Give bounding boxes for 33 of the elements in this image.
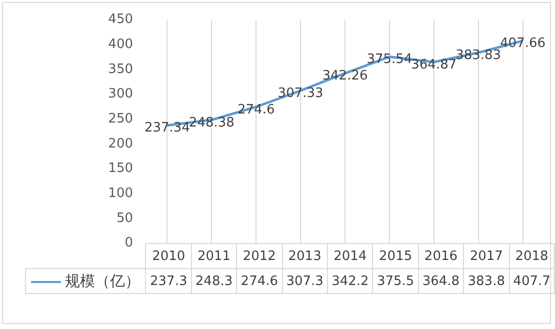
y-tick-label: 50 — [116, 210, 133, 226]
y-tick-label: 350 — [108, 62, 133, 77]
x-tick-label: 2014 — [328, 244, 373, 269]
y-tick-label: 0 — [124, 236, 133, 251]
x-tick-label: 2015 — [372, 244, 418, 269]
y-tick-label: 400 — [108, 36, 133, 52]
x-tick-label: 2012 — [236, 244, 282, 269]
text: 407.7 — [509, 268, 554, 294]
data-label: 364.87 — [411, 57, 457, 72]
x-tick-label: 2016 — [418, 244, 464, 269]
text: 274.6 — [236, 268, 282, 294]
x-tick-label: 2017 — [464, 244, 510, 269]
y-tick-label: 100 — [108, 186, 133, 201]
data-label: 237.34 — [144, 120, 190, 136]
data-label: 248.38 — [188, 115, 234, 130]
text: 342.2 — [328, 268, 373, 294]
y-tick-label: 450 — [108, 12, 133, 28]
y-tick-label: 150 — [108, 161, 133, 176]
y-tick-label: 250 — [108, 111, 133, 126]
text: 237.3 — [146, 268, 192, 294]
text: 383.8 — [464, 268, 510, 294]
x-tick-label: 2013 — [282, 244, 328, 269]
y-tick-label: 300 — [108, 86, 133, 102]
text: 375.5 — [372, 268, 418, 294]
x-tick-label: 2011 — [191, 244, 237, 269]
text: 248.3 — [191, 268, 237, 294]
data-label: 383.83 — [456, 48, 502, 64]
legend-label: 规模（亿） — [65, 272, 140, 290]
x-tick-label: 2018 — [509, 244, 554, 269]
x-tick-label: 2010 — [146, 244, 192, 269]
text: 307.3 — [282, 268, 328, 294]
text: 364.8 — [418, 268, 464, 294]
y-tick-label: 200 — [108, 136, 133, 152]
